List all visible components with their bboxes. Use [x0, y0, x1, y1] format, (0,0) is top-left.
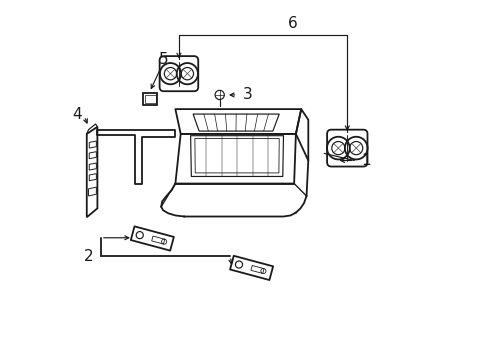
Text: 4: 4: [72, 107, 81, 122]
Text: 2: 2: [84, 249, 94, 264]
Text: 5: 5: [159, 51, 168, 67]
Text: 1: 1: [361, 153, 370, 168]
Text: 6: 6: [287, 16, 297, 31]
Text: 3: 3: [242, 87, 252, 103]
